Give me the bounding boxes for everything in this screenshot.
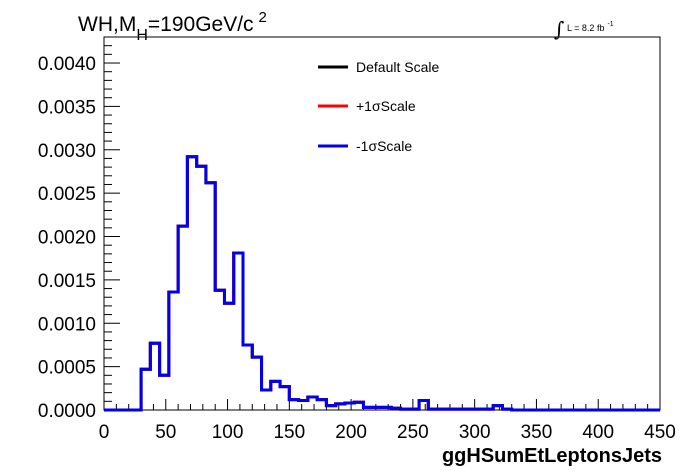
- y-tick-label: 0.0025: [38, 184, 96, 205]
- y-tick-label: 0.0040: [38, 54, 96, 75]
- plot-frame: [103, 36, 661, 411]
- y-tick-label: 0.0020: [38, 228, 96, 249]
- x-tick-label: 300: [459, 422, 491, 443]
- title-subscript: H: [136, 27, 148, 44]
- x-tick-label: 100: [212, 422, 244, 443]
- legend: Default Scale +1σScale -1σScale: [318, 59, 439, 154]
- axis-ticks: [103, 36, 661, 411]
- x-tick-labels: 0 50 100 150 200 250 300 350 400 450: [99, 422, 676, 443]
- x-axis-label: ggHSumEtLeptonsJets: [442, 445, 662, 467]
- series-lines: [104, 155, 660, 412]
- y-tick-label: 0.0005: [38, 358, 96, 379]
- x-tick-label: 200: [335, 422, 367, 443]
- x-tick-label: 150: [273, 422, 305, 443]
- y-tick-labels: 0.0000 0.0005 0.0010 0.0015 0.0020 0.0025 0.00…: [38, 54, 96, 422]
- x-tick-label: 400: [582, 422, 614, 443]
- title-prefix: WH,M: [78, 13, 136, 36]
- series-line-minus-1sigma-scale: [104, 155, 660, 412]
- lumi-integral-symbol: ∫: [554, 17, 564, 41]
- lumi-superscript: -1: [607, 21, 613, 28]
- y-tick-label: 0.0035: [38, 97, 96, 118]
- y-tick-label: 0.0010: [38, 314, 96, 335]
- y-tick-label: 0.0000: [38, 401, 96, 422]
- x-tick-label: 50: [155, 422, 176, 443]
- title-superscript: 2: [259, 9, 267, 26]
- title-mass: =190GeV/c: [148, 13, 254, 36]
- lumi-value: L = 8.2 fb: [567, 23, 604, 33]
- y-tick-label: 0.0015: [38, 271, 96, 292]
- legend-label-minus-1sigma: -1σScale: [356, 138, 412, 154]
- x-tick-label: 0: [99, 422, 110, 443]
- legend-label-plus-1sigma: +1σScale: [356, 98, 416, 114]
- legend-label-default-scale: Default Scale: [356, 59, 439, 75]
- x-tick-label: 350: [521, 422, 553, 443]
- x-tick-label: 450: [644, 422, 676, 443]
- lumi-label: L = 8.2 fb -1: [567, 21, 614, 33]
- chart-title: WH,MH=190GeV/c 2: [78, 9, 267, 44]
- y-tick-label: 0.0030: [38, 141, 96, 162]
- x-tick-label: 250: [397, 422, 429, 443]
